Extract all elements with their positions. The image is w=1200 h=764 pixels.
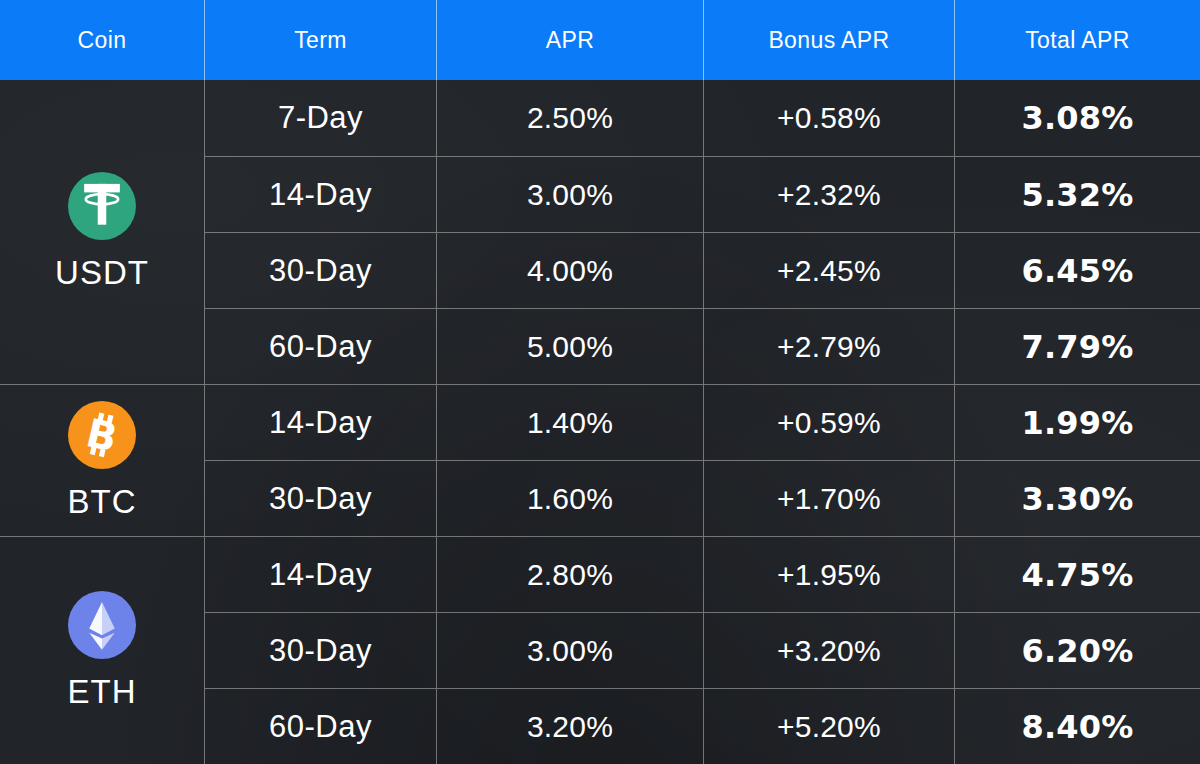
coin-group-eth: ETH [0,536,204,764]
cell-term: 60-Day [204,308,436,384]
cell-term: 14-Day [204,156,436,232]
cell-term: 60-Day [204,688,436,764]
coin-label-usdt: USDT [55,254,149,292]
header-coin: Coin [0,0,204,80]
cell-apr: 1.60% [436,460,703,536]
header-term: Term [204,0,436,80]
cell-bonus: +0.59% [703,384,954,460]
cell-total: 5.32% [954,156,1200,232]
bitcoin-icon: B [68,401,136,469]
cell-total: 4.75% [954,536,1200,612]
apr-rate-table: Coin Term APR Bonus APR Total APR USDT [0,0,1200,764]
header-bonus-apr: Bonus APR [703,0,954,80]
tether-icon [68,172,136,240]
cell-apr: 3.00% [436,156,703,232]
cell-term: 7-Day [204,80,436,156]
cell-total: 3.08% [954,80,1200,156]
cell-total: 7.79% [954,308,1200,384]
coin-label-btc: BTC [68,483,137,521]
cell-total: 6.20% [954,612,1200,688]
cell-total: 3.30% [954,460,1200,536]
header-apr: APR [436,0,703,80]
cell-term: 14-Day [204,536,436,612]
coin-label-eth: ETH [68,673,137,711]
cell-total: 6.45% [954,232,1200,308]
cell-apr: 3.20% [436,688,703,764]
cell-apr: 2.50% [436,80,703,156]
cell-apr: 4.00% [436,232,703,308]
cell-term: 30-Day [204,460,436,536]
cell-bonus: +2.45% [703,232,954,308]
cell-bonus: +2.79% [703,308,954,384]
cell-bonus: +2.32% [703,156,954,232]
cell-bonus: +1.95% [703,536,954,612]
cell-bonus: +1.70% [703,460,954,536]
cell-total: 1.99% [954,384,1200,460]
cell-term: 14-Day [204,384,436,460]
coin-group-usdt: USDT [0,80,204,384]
cell-apr: 1.40% [436,384,703,460]
cell-apr: 5.00% [436,308,703,384]
cell-term: 30-Day [204,612,436,688]
cell-bonus: +0.58% [703,80,954,156]
cell-term: 30-Day [204,232,436,308]
cell-bonus: +5.20% [703,688,954,764]
cell-apr: 2.80% [436,536,703,612]
cell-bonus: +3.20% [703,612,954,688]
cell-apr: 3.00% [436,612,703,688]
ethereum-icon [68,591,136,659]
header-total-apr: Total APR [954,0,1200,80]
cell-total: 8.40% [954,688,1200,764]
coin-group-btc: B BTC [0,384,204,536]
